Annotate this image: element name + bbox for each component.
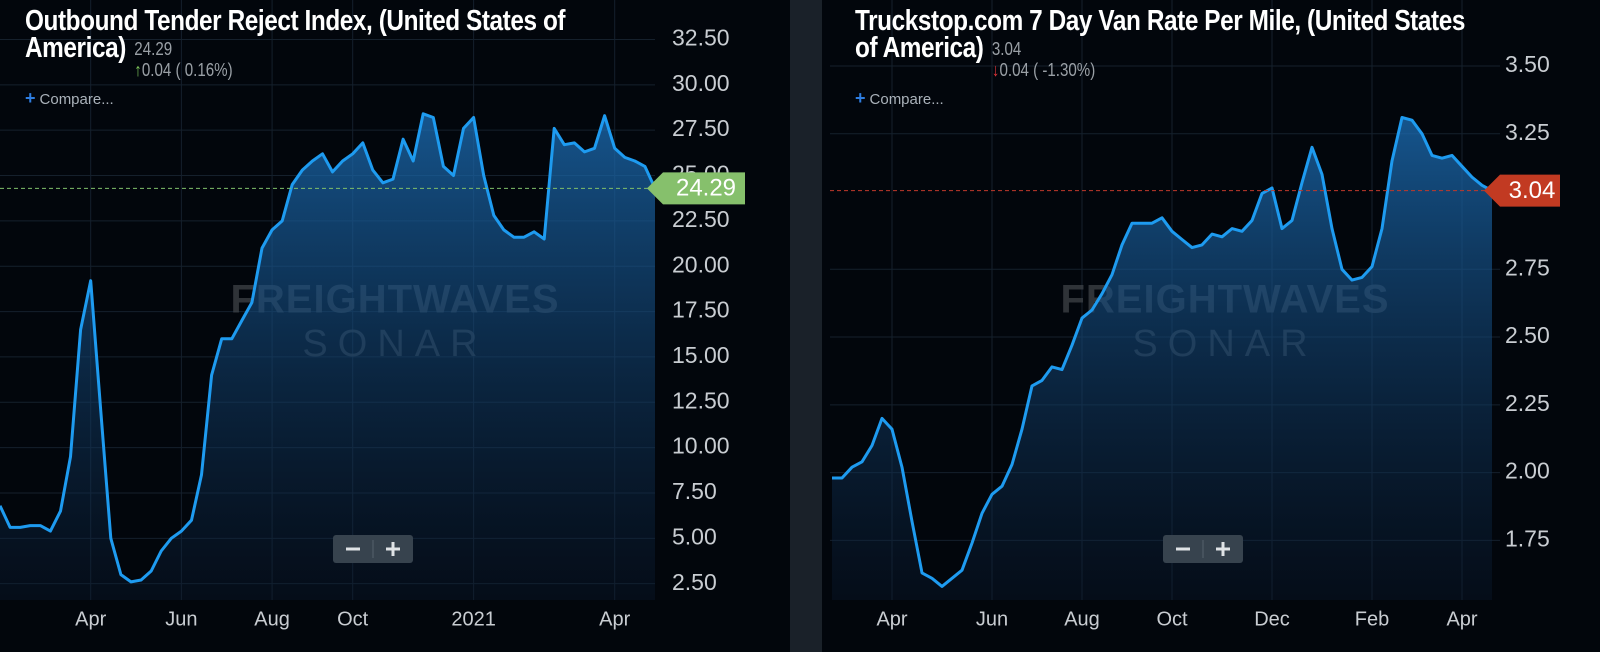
y-tick-label: 2.00 <box>1505 458 1550 484</box>
value-badge-label: 3.04 <box>1509 177 1556 204</box>
chart-title: Outbound Tender Reject Index, (United St… <box>25 5 566 64</box>
y-tick-label: 22.50 <box>672 206 730 232</box>
change-pct: ( -1.30%) <box>1033 60 1096 80</box>
change: 0.04 <box>141 60 172 80</box>
y-tick-label: 32.50 <box>672 25 730 51</box>
area <box>832 117 1492 600</box>
last-value: 24.29 <box>134 39 173 59</box>
change-pct: ( 0.16%) <box>175 60 233 80</box>
y-tick-label: 5.00 <box>672 523 717 549</box>
y-tick-label: 15.00 <box>672 342 730 368</box>
y-tick-label: 3.25 <box>1505 119 1550 145</box>
change-arrow: ↓ <box>991 60 1000 80</box>
compare-button[interactable]: + Compare... <box>855 88 944 108</box>
area <box>0 113 655 601</box>
x-tick-label: Dec <box>1254 608 1290 630</box>
x-tick-label: Apr <box>876 608 907 630</box>
compare-label: Compare... <box>869 91 944 108</box>
y-tick-label: 3.50 <box>1505 51 1550 77</box>
x-tick-label: Jun <box>976 608 1008 630</box>
value-badge <box>1484 174 1560 207</box>
x-tick-label: Feb <box>1355 608 1389 630</box>
x-tick-label: Aug <box>1064 608 1100 630</box>
value-badge-label: 24.29 <box>676 175 736 202</box>
change-arrow: ↑ <box>134 60 142 80</box>
y-tick-label: 20.00 <box>672 251 730 277</box>
y-tick-label: 10.00 <box>672 433 730 459</box>
x-tick-label: Apr <box>1446 608 1477 630</box>
y-tick-label: 12.50 <box>672 387 730 413</box>
y-tick-label: 30.00 <box>672 70 730 96</box>
x-tick-label: Apr <box>599 608 630 630</box>
compare-button[interactable]: + Compare... <box>25 88 114 108</box>
value-badge <box>647 172 745 205</box>
divider <box>790 0 822 652</box>
y-tick-label: 1.75 <box>1505 525 1550 551</box>
x-tick-label: Oct <box>1156 608 1188 630</box>
y-tick-label: 2.50 <box>1505 322 1550 348</box>
x-tick-label: Aug <box>254 608 290 630</box>
x-tick-label: Oct <box>337 608 369 630</box>
stat: 3.04 ↓0.04 ( -1.30%) <box>992 39 1095 81</box>
x-tick-label: Apr <box>75 608 106 630</box>
y-tick-label: 17.50 <box>672 297 730 323</box>
y-tick-label: 2.75 <box>1505 254 1550 280</box>
y-tick-label: 7.50 <box>672 478 717 504</box>
x-tick-label: 2021 <box>451 608 496 630</box>
plots: 2.50 5.00 7.50 10.00 12.50 15.00 17.50 20.00 22.… <box>0 0 1560 630</box>
header: Outbound Tender Reject Index, (United St… <box>25 5 647 81</box>
compare-label: Compare... <box>39 91 114 108</box>
y-tick-label: 2.50 <box>672 569 717 595</box>
line <box>0 112 657 584</box>
header: Truckstop.com 7 Day Van Rate Per Mile, (… <box>855 5 1477 81</box>
last-value: 3.04 <box>991 39 1022 59</box>
stat: 24.29 ↑0.04 ( 0.16%) <box>134 39 232 81</box>
x-tick-label: Jun <box>165 608 197 630</box>
y-tick-label: 2.25 <box>1505 390 1550 416</box>
change: 0.04 <box>999 60 1029 80</box>
chart-title: Truckstop.com 7 Day Van Rate Per Mile, (… <box>855 5 1465 64</box>
line <box>832 116 1493 588</box>
y-tick-label: 27.50 <box>672 115 730 141</box>
